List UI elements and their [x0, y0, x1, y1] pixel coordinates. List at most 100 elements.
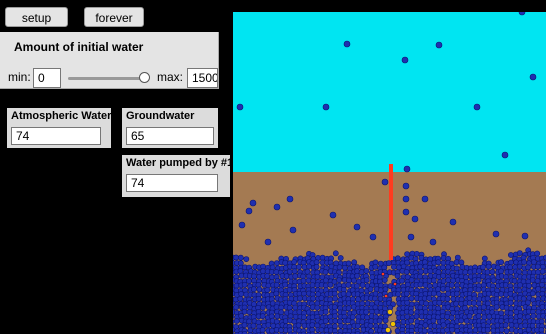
- groundwater-particle: [440, 322, 447, 328]
- groundwater-particle: [345, 305, 352, 312]
- groundwater-particle: [517, 282, 523, 288]
- groundwater-particle: [471, 300, 477, 306]
- sky-region: [233, 12, 546, 172]
- groundwater-particle: [363, 268, 370, 274]
- groundwater-particle: [493, 304, 500, 310]
- water-droplet: [238, 221, 246, 229]
- groundwater-particle: [250, 286, 257, 293]
- groundwater-particle: [516, 318, 523, 324]
- groundwater-particle: [385, 260, 392, 266]
- water-droplet: [343, 40, 351, 48]
- groundwater-particle: [282, 259, 289, 266]
- groundwater-particle: [430, 277, 437, 284]
- water-droplet: [401, 56, 409, 64]
- groundwater-particle: [408, 317, 415, 324]
- groundwater-particle: [449, 326, 455, 333]
- groundwater-particle: [310, 295, 317, 302]
- groundwater-particle: [296, 264, 302, 270]
- groundwater-particle: [246, 318, 252, 325]
- groundwater-particle: [448, 282, 455, 288]
- groundwater-particle: [250, 322, 257, 329]
- groundwater-particle: [417, 281, 424, 288]
- groundwater-particle: [309, 282, 316, 288]
- groundwater-particle: [233, 304, 240, 311]
- groundwater-particle: [336, 264, 343, 271]
- water-droplet: [529, 73, 537, 81]
- groundwater-monitor: Groundwater 65: [122, 108, 218, 148]
- groundwater-particle: [278, 304, 285, 311]
- groundwater-particle: [475, 313, 482, 320]
- water-droplet: [521, 232, 529, 240]
- simulation-world-view[interactable]: [233, 12, 546, 334]
- groundwater-particle: [522, 331, 528, 334]
- groundwater-particle: [484, 295, 491, 302]
- groundwater-particle: [404, 313, 411, 320]
- groundwater-particle: [291, 331, 298, 334]
- groundwater-particle: [534, 250, 541, 257]
- groundwater-particle: [337, 255, 344, 261]
- groundwater-particle: [521, 259, 527, 265]
- groundwater-particle: [265, 322, 272, 328]
- water-droplet: [245, 207, 253, 215]
- water-droplet: [381, 178, 389, 186]
- water-droplet: [402, 182, 410, 190]
- groundwater-particle: [490, 277, 497, 284]
- groundwater-particle: [440, 259, 447, 266]
- min-value-field[interactable]: 0: [33, 68, 61, 88]
- groundwater-particle: [292, 273, 299, 280]
- groundwater-particle: [264, 287, 271, 293]
- groundwater-particle: [498, 268, 504, 275]
- pumped-particle: [390, 321, 396, 327]
- groundwater-particle: [323, 277, 329, 284]
- groundwater-particle: [238, 291, 245, 297]
- groundwater-bed: [233, 247, 546, 334]
- groundwater-particle: [440, 272, 446, 279]
- groundwater-particle: [436, 299, 443, 306]
- groundwater-particle: [340, 290, 347, 297]
- groundwater-particle: [306, 263, 312, 270]
- groundwater-particle: [314, 273, 321, 280]
- groundwater-particle: [475, 277, 482, 283]
- groundwater-particle: [349, 314, 356, 320]
- groundwater-particle: [453, 300, 459, 307]
- slider-track[interactable]: [68, 77, 148, 80]
- groundwater-particle: [363, 309, 370, 315]
- water-droplet: [403, 165, 411, 173]
- water-droplet: [322, 103, 330, 111]
- water-droplet: [249, 199, 257, 207]
- groundwater-particle: [314, 304, 321, 311]
- groundwater-particle: [453, 290, 460, 297]
- groundwater-particle: [430, 290, 437, 297]
- groundwater-particle: [336, 277, 342, 283]
- water-droplet: [329, 211, 337, 219]
- water-pumped-value: 74: [126, 174, 218, 192]
- setup-button[interactable]: setup: [5, 7, 68, 27]
- groundwater-particle: [477, 331, 484, 334]
- water-droplet: [473, 103, 481, 111]
- groundwater-particle: [373, 308, 380, 315]
- groundwater-particle: [408, 309, 415, 316]
- groundwater-particle: [395, 291, 401, 297]
- groundwater-particle: [233, 314, 235, 320]
- groundwater-particle: [241, 281, 248, 288]
- groundwater-particle: [331, 290, 338, 297]
- groundwater-particle: [485, 263, 492, 270]
- groundwater-particle: [404, 251, 410, 257]
- groundwater-particle: [503, 304, 510, 311]
- water-droplet: [273, 203, 281, 211]
- min-label: min:: [8, 70, 31, 84]
- groundwater-particle: [332, 250, 339, 257]
- forever-button[interactable]: forever: [84, 7, 144, 27]
- groundwater-particle: [466, 295, 473, 301]
- groundwater-particle: [413, 313, 420, 320]
- groundwater-particle: [462, 269, 469, 276]
- groundwater-particle: [408, 295, 415, 302]
- groundwater-particle: [468, 331, 474, 334]
- groundwater-particle: [457, 331, 464, 334]
- max-label: max:: [157, 70, 184, 84]
- groundwater-particle: [476, 308, 483, 315]
- groundwater-particle: [498, 259, 504, 266]
- slider-knob[interactable]: [139, 72, 150, 83]
- max-value-field[interactable]: 1500: [187, 68, 218, 88]
- groundwater-particle: [345, 282, 352, 288]
